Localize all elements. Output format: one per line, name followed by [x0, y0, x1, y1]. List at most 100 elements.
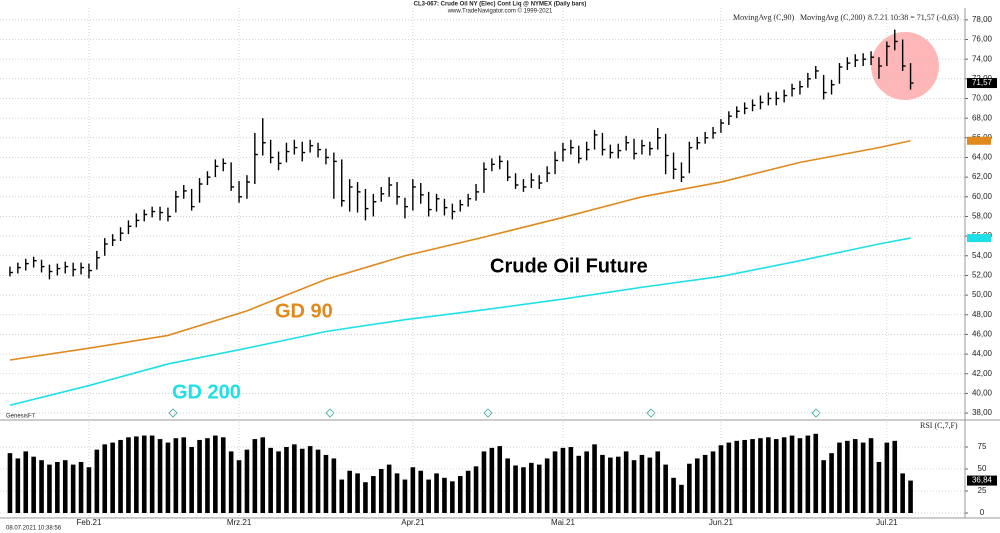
- rsi-bar: [608, 457, 613, 513]
- rsi-bar: [860, 442, 866, 513]
- watermark: GenesisFT: [6, 414, 36, 420]
- rsi-bar: [213, 435, 218, 513]
- rsi-bar: [15, 458, 21, 513]
- rsi-bar: [908, 480, 913, 513]
- legend-entry: MovingAvg (C,90): [733, 13, 795, 22]
- rsi-bar: [276, 451, 281, 513]
- rsi-bar: [600, 454, 605, 513]
- rsi-bar: [70, 464, 76, 513]
- rsi-bar: [55, 461, 60, 513]
- rsi-bar: [813, 433, 819, 513]
- rsi-bar: [236, 460, 242, 513]
- x-tick-label: Apr.21: [401, 518, 425, 527]
- chart-title: CL3-067: Crude Oil NY (Elec) Cont Liq @ …: [414, 2, 587, 8]
- rsi-bar: [110, 442, 115, 513]
- rsi-bar: [615, 456, 621, 513]
- x-tick-label: Mai.21: [551, 518, 576, 527]
- rsi-bar: [837, 442, 842, 513]
- rsi-bar: [465, 470, 471, 513]
- rsi-bar: [758, 438, 763, 513]
- rsi-bar: [220, 437, 226, 513]
- rsi-bar: [876, 461, 882, 513]
- rsi-bar: [773, 439, 779, 513]
- rsi-bar: [102, 444, 108, 513]
- y-tick-label: 40,00: [972, 389, 993, 398]
- legend-entry: MovingAvg (C,200): [800, 13, 866, 22]
- y-tick-label: 25: [978, 486, 987, 495]
- rsi-bar: [244, 449, 250, 513]
- rsi-bar: [766, 437, 771, 513]
- rsi-bar: [23, 451, 29, 513]
- rsi-bar: [552, 451, 558, 513]
- y-tick-label: 68,00: [972, 113, 993, 122]
- rsi-bar: [560, 447, 566, 513]
- rsi-bar: [118, 439, 123, 513]
- rsi-bar: [450, 481, 455, 513]
- rsi-bar: [165, 442, 171, 513]
- rsi-bar: [568, 447, 574, 513]
- rsi-bar: [378, 469, 384, 513]
- rsi-bar: [821, 460, 826, 513]
- y-tick-label: 74,00: [972, 54, 993, 63]
- rsi-bar: [181, 437, 187, 513]
- rsi-bar: [426, 479, 431, 513]
- rsi-bar: [742, 439, 747, 513]
- rsi-bar: [173, 438, 179, 513]
- rsi-bar: [292, 444, 297, 513]
- x-tick-label: Jun.21: [709, 518, 734, 527]
- y-tick-label: 50,00: [972, 290, 993, 299]
- rsi-bar: [789, 435, 795, 513]
- rsi-bar: [86, 467, 92, 513]
- y-tick-label: 75: [978, 442, 987, 451]
- rsi-bar: [489, 447, 495, 513]
- rsi-bar: [592, 444, 597, 513]
- y-tick-label: 58,00: [972, 212, 993, 221]
- rsi-bar: [189, 447, 194, 513]
- rsi-bar: [284, 447, 289, 513]
- rsi-bar: [126, 437, 131, 513]
- rsi-bar: [702, 454, 708, 513]
- rsi-bar: [734, 440, 740, 513]
- rsi-bar: [228, 451, 234, 513]
- quote: 8.7.21 10:38 = 71,57 (-0,63): [868, 13, 959, 22]
- rsi-bar: [62, 460, 68, 513]
- panel-title: RSI (C,7,F): [920, 421, 958, 430]
- last-value-box: [967, 136, 991, 145]
- rsi-bar: [576, 455, 582, 513]
- chart-subtitle: www.TradeNavigator.com © 1999-2021: [447, 8, 553, 15]
- y-tick-label: 78,00: [972, 15, 993, 24]
- rsi-bar: [323, 454, 329, 513]
- rsi-bar: [205, 438, 210, 513]
- rsi-bar: [410, 467, 416, 513]
- rsi-bar: [434, 473, 439, 513]
- rsi-bar: [797, 438, 803, 513]
- rsi-bar: [900, 473, 905, 513]
- rsi-bar: [521, 467, 526, 513]
- x-tick-label: Feb.21: [76, 518, 101, 527]
- rsi-bar: [260, 437, 266, 513]
- rsi-bar: [687, 463, 692, 513]
- rsi-bar: [497, 446, 503, 513]
- rsi-bar: [623, 451, 629, 513]
- rsi-bar: [386, 464, 392, 513]
- event-markers: [168, 408, 821, 418]
- y-tick-label: 70,00: [972, 94, 993, 103]
- rsi-bar: [892, 440, 898, 513]
- rsi-bar: [805, 435, 811, 513]
- rsi-bar: [39, 460, 44, 513]
- annotation: GD 200: [172, 381, 241, 403]
- rsi-bar: [7, 453, 13, 513]
- rsi-bar: [852, 439, 858, 513]
- y-tick-label: 60,00: [972, 192, 993, 201]
- rsi-bar: [505, 458, 510, 513]
- rsi-bar: [718, 445, 724, 513]
- rsi-bar: [141, 435, 147, 513]
- y-tick-label: 42,00: [972, 369, 993, 378]
- rsi-bar: [536, 464, 542, 513]
- y-tick-label: 48,00: [972, 310, 993, 319]
- rsi-bar: [252, 439, 258, 513]
- y-tick-label: 54,00: [972, 251, 993, 260]
- rsi-bar: [750, 439, 755, 513]
- rsi-bar: [134, 436, 139, 513]
